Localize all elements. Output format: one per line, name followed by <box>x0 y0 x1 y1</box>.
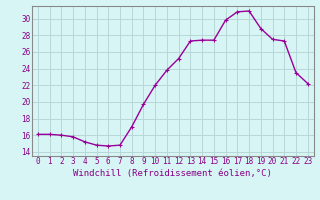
X-axis label: Windchill (Refroidissement éolien,°C): Windchill (Refroidissement éolien,°C) <box>73 169 272 178</box>
